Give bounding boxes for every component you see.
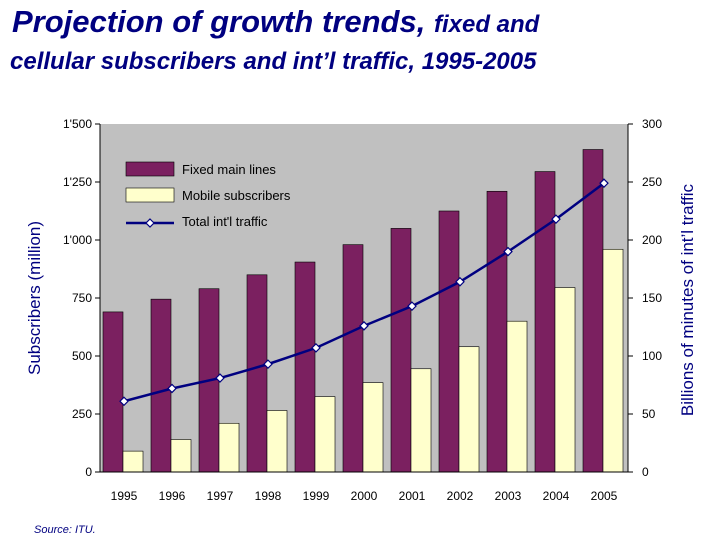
bar-fixed-2003 — [486, 190, 508, 473]
y-tick-label: 250 — [72, 407, 92, 421]
y2-tick-label: 200 — [642, 233, 662, 247]
traffic-point-2000 — [359, 320, 369, 331]
bar-fixed-1998 — [246, 274, 268, 473]
x-tick-label: 1996 — [159, 489, 186, 503]
x-tick-label: 1995 — [111, 489, 138, 503]
bar-mobile-1998 — [266, 410, 288, 473]
x-tick-label: 2004 — [543, 489, 570, 503]
bar-fixed-2001 — [390, 228, 412, 473]
chart-title-main: Projection of growth trends, — [12, 4, 426, 39]
y2-tick-label: 300 — [642, 117, 662, 131]
x-tick-label: 1999 — [303, 489, 330, 503]
y2-tick-label: 250 — [642, 175, 662, 189]
legend-label-traffic: Total int'l traffic — [182, 214, 268, 229]
chart-title-inline: fixed and — [433, 11, 540, 38]
y-tick-label: 0 — [85, 465, 92, 479]
bar-fixed-1995 — [102, 311, 124, 473]
bar-mobile-2004 — [554, 287, 576, 473]
traffic-point-2004 — [551, 214, 561, 224]
bar-fixed-2002 — [438, 210, 460, 473]
y2-tick-label: 50 — [642, 407, 656, 421]
x-tick-label: 2000 — [351, 489, 378, 503]
y-tick-label: 1'500 — [63, 117, 92, 131]
chart-title: Projection of growth trends, fixed and — [12, 4, 539, 40]
x-tick-label: 2005 — [591, 489, 618, 503]
x-tick-label: 1997 — [207, 489, 234, 503]
y2-tick-label: 0 — [642, 465, 649, 479]
traffic-point-1999 — [311, 343, 321, 353]
legend-label-fixed: Fixed main lines — [182, 162, 276, 177]
x-tick-label: 2002 — [447, 489, 474, 503]
x-tick-label: 1998 — [255, 489, 282, 503]
legend-swatch-mobile — [125, 187, 175, 203]
bar-mobile-2000 — [362, 382, 384, 473]
traffic-point-1996 — [167, 383, 177, 394]
x-tick-label: 2003 — [495, 489, 522, 503]
traffic-point-1995 — [119, 396, 129, 407]
bar-fixed-2004 — [534, 171, 556, 473]
bar-mobile-2005 — [602, 248, 624, 473]
y-tick-label: 1'000 — [63, 233, 92, 247]
bar-mobile-2003 — [506, 320, 528, 473]
y2-tick-label: 150 — [642, 291, 662, 305]
y-axis-label: Subscribers (million) — [25, 221, 44, 375]
y-tick-label: 750 — [72, 291, 92, 305]
traffic-point-1998 — [263, 359, 273, 369]
y2-axis-label: Billions of minutes of int’l traffic — [678, 183, 697, 416]
bar-mobile-1996 — [170, 439, 192, 473]
bar-mobile-1999 — [314, 396, 336, 473]
y2-tick-label: 100 — [642, 349, 662, 363]
traffic-point-2001 — [407, 301, 417, 311]
bar-mobile-1997 — [218, 422, 240, 473]
y-tick-label: 1'250 — [63, 175, 92, 189]
legend: Fixed main lines Mobile subscribers Total … — [125, 161, 291, 229]
bar-mobile-2002 — [458, 346, 480, 473]
chart-subtitle: cellular subscribers and int’l traffic, … — [10, 48, 537, 75]
bar-fixed-1996 — [150, 298, 172, 473]
legend-swatch-fixed — [125, 161, 175, 177]
source-note: Source: ITU. — [34, 524, 96, 536]
y-tick-label: 500 — [72, 349, 92, 363]
bar-mobile-1995 — [122, 450, 144, 473]
traffic-point-2003 — [503, 246, 513, 257]
x-tick-label: 2001 — [399, 489, 426, 503]
traffic-point-2005 — [599, 178, 609, 189]
bar-fixed-1999 — [294, 261, 316, 473]
bar-mobile-2001 — [410, 368, 432, 473]
bar-fixed-2000 — [342, 244, 364, 473]
traffic-point-2002 — [455, 276, 465, 287]
legend-swatch-marker — [145, 218, 155, 228]
traffic-point-1997 — [215, 373, 225, 383]
legend-label-mobile: Mobile subscribers — [182, 188, 291, 203]
